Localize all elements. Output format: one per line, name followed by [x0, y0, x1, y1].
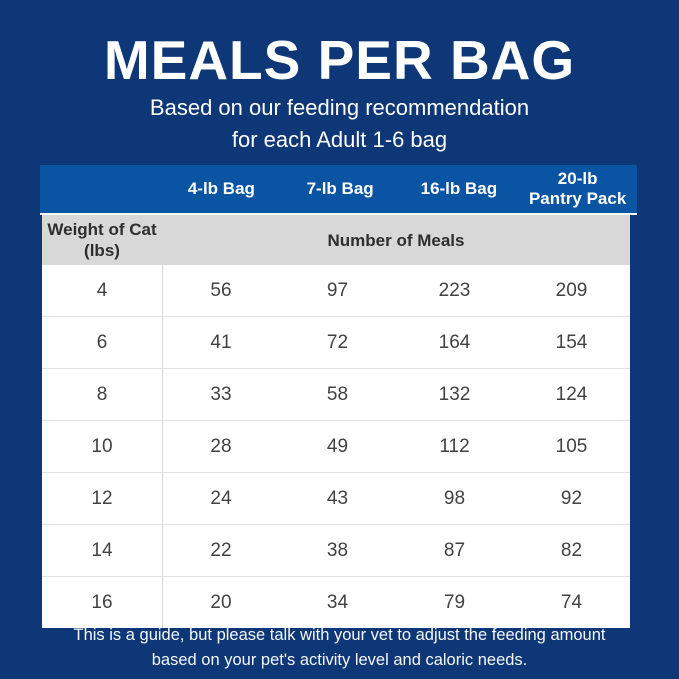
- number-of-meals-header: Number of Meals: [327, 230, 465, 250]
- meals-cell: 87: [443, 539, 466, 561]
- meals-cell: 22: [162, 525, 279, 576]
- subtitle: Based on our feeding recommendation for …: [0, 92, 679, 156]
- table-row: 10 28 49 112 105: [42, 420, 630, 472]
- meals-cell: 97: [326, 279, 349, 301]
- meals-cell: 56: [162, 265, 279, 316]
- subtitle-line-2: for each Adult 1-6 bag: [231, 127, 448, 152]
- column-header: 16-lb Bag: [420, 179, 498, 198]
- table-row: 4 56 97 223 209: [42, 265, 630, 316]
- meals-table: 4-lb Bag 7-lb Bag 16-lb Bag 20-lb Pantry Pa…: [40, 165, 637, 628]
- column-header: 7-lb Bag: [306, 179, 374, 198]
- meals-cell: 223: [438, 279, 471, 301]
- meals-cell: 105: [555, 435, 588, 457]
- table-subheader-row: Weight of Cat (lbs) Number of Meals: [42, 215, 630, 265]
- column-header: 20-lb Pantry Pack: [528, 169, 627, 208]
- meals-cell: 49: [326, 435, 349, 457]
- meals-cell: 82: [560, 539, 583, 561]
- meals-cell: 34: [326, 591, 349, 613]
- table-row: 14 22 38 87 82: [42, 524, 630, 576]
- meals-cell: 92: [560, 487, 583, 509]
- meals-cell: 58: [326, 383, 349, 405]
- meals-cell: 28: [162, 421, 279, 472]
- meals-cell: 209: [555, 279, 588, 301]
- meals-cell: 124: [555, 383, 588, 405]
- footer-line-2: based on your pet's activity level and c…: [151, 651, 528, 669]
- weight-of-cat-header: Weight of Cat (lbs): [47, 220, 157, 260]
- meals-cell: 79: [443, 591, 466, 613]
- subtitle-line-1: Based on our feeding recommendation: [149, 95, 530, 120]
- meals-cell: 154: [555, 331, 588, 353]
- weight-cell: 12: [91, 487, 113, 509]
- weight-cell: 6: [96, 331, 108, 353]
- meals-cell: 72: [326, 331, 349, 353]
- meals-cell: 132: [438, 383, 471, 405]
- table-row: 6 41 72 164 154: [42, 316, 630, 368]
- weight-cell: 4: [96, 279, 108, 301]
- table-row: 12 24 43 98 92: [42, 472, 630, 524]
- column-header: 4-lb Bag: [187, 179, 255, 198]
- meals-cell: 112: [439, 435, 470, 457]
- table-row: 16 20 34 79 74: [42, 576, 630, 628]
- table-row: 8 33 58 132 124: [42, 368, 630, 420]
- weight-cell: 8: [96, 383, 108, 405]
- meals-cell: 24: [162, 473, 279, 524]
- meals-cell: 43: [326, 487, 349, 509]
- weight-cell: 10: [91, 435, 113, 457]
- table-body: 4 56 97 223 209 6 41 72 164 154 8 33 58 132 124 10 28 49 1…: [42, 265, 630, 628]
- meals-cell: 74: [560, 591, 583, 613]
- footer-line-1: This is a guide, but please talk with yo…: [73, 626, 606, 644]
- meals-cell: 20: [162, 577, 279, 628]
- page-title: MEALS PER BAG: [103, 29, 576, 91]
- meals-cell: 41: [162, 317, 279, 368]
- weight-cell: 16: [91, 591, 113, 613]
- meals-cell: 38: [326, 539, 349, 561]
- meals-cell: 98: [443, 487, 466, 509]
- meals-cell: 164: [438, 331, 471, 353]
- footer-note: This is a guide, but please talk with yo…: [0, 623, 679, 673]
- table-header-row: 4-lb Bag 7-lb Bag 16-lb Bag 20-lb Pantry Pa…: [40, 165, 637, 215]
- meals-cell: 33: [162, 369, 279, 420]
- weight-cell: 14: [91, 539, 113, 561]
